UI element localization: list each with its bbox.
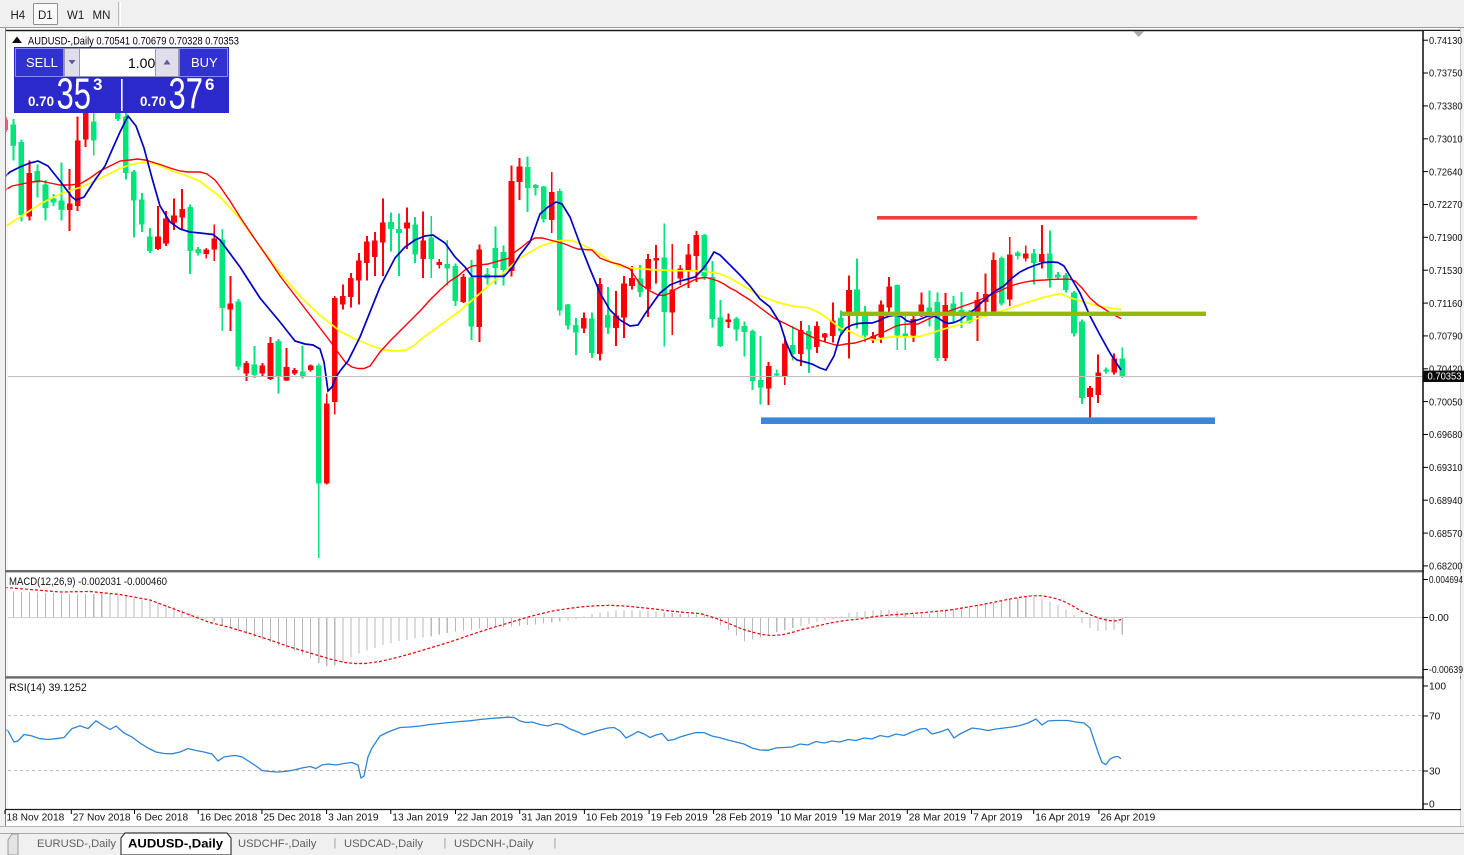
svg-text:D1: D1: [38, 10, 53, 22]
svg-text:16 Apr 2019: 16 Apr 2019: [1035, 813, 1090, 824]
svg-text:0.70050: 0.70050: [1429, 397, 1463, 408]
svg-text:19 Feb 2019: 19 Feb 2019: [651, 813, 709, 824]
svg-text:USDCHF-,Daily: USDCHF-,Daily: [238, 838, 317, 850]
svg-text:28 Mar 2019: 28 Mar 2019: [909, 813, 967, 824]
svg-text:0.73380: 0.73380: [1429, 102, 1463, 113]
svg-text:16 Dec 2018: 16 Dec 2018: [200, 813, 258, 824]
svg-text:EURUSD-,Daily: EURUSD-,Daily: [37, 838, 116, 850]
svg-text:18 Nov 2018: 18 Nov 2018: [7, 813, 65, 824]
svg-text:0.72640: 0.72640: [1429, 167, 1463, 178]
svg-text:0.71530: 0.71530: [1429, 266, 1463, 277]
svg-text:0.68200: 0.68200: [1429, 562, 1463, 573]
svg-text:MACD(12,26,9) -0.002031 -0.000: MACD(12,26,9) -0.002031 -0.000460: [9, 576, 167, 588]
svg-text:26 Apr 2019: 26 Apr 2019: [1100, 813, 1155, 824]
svg-text:MN: MN: [93, 10, 111, 22]
svg-text:27 Nov 2018: 27 Nov 2018: [73, 813, 131, 824]
svg-text:H4: H4: [11, 10, 26, 22]
svg-text:|: |: [554, 837, 557, 849]
svg-text:25 Dec 2018: 25 Dec 2018: [263, 813, 321, 824]
svg-text:37: 37: [169, 70, 204, 119]
svg-text:|: |: [334, 837, 337, 849]
svg-text:0.70420: 0.70420: [1429, 365, 1463, 376]
svg-text:0.70790: 0.70790: [1429, 332, 1463, 343]
svg-text:USDCAD-,Daily: USDCAD-,Daily: [344, 838, 423, 850]
svg-text:0.00: 0.00: [1429, 613, 1449, 624]
svg-text:0.69310: 0.69310: [1429, 463, 1463, 474]
svg-text:0.68570: 0.68570: [1429, 529, 1463, 540]
svg-text:0.71900: 0.71900: [1429, 233, 1463, 244]
svg-text:0.73750: 0.73750: [1429, 69, 1463, 80]
svg-text:30: 30: [1429, 767, 1441, 778]
svg-text:0.70: 0.70: [28, 93, 54, 109]
svg-text:70: 70: [1429, 712, 1441, 723]
svg-text:31 Jan 2019: 31 Jan 2019: [521, 813, 577, 824]
svg-text:RSI(14) 39.1252: RSI(14) 39.1252: [9, 682, 87, 694]
svg-text:19 Mar 2019: 19 Mar 2019: [844, 813, 902, 824]
svg-text:0.74130: 0.74130: [1429, 36, 1463, 47]
svg-text:13 Jan 2019: 13 Jan 2019: [392, 813, 448, 824]
svg-text:AUDUSD-,Daily: AUDUSD-,Daily: [128, 837, 223, 851]
svg-text:-0.00639: -0.00639: [1429, 665, 1463, 676]
svg-text:W1: W1: [67, 10, 84, 22]
svg-text:AUDUSD-,Daily 0.70541 0.70679: AUDUSD-,Daily 0.70541 0.70679 0.70328 0.…: [28, 36, 239, 48]
svg-text:100: 100: [1429, 682, 1446, 693]
svg-text:0.68940: 0.68940: [1429, 496, 1463, 507]
svg-text:0.69680: 0.69680: [1429, 430, 1463, 441]
svg-text:6: 6: [205, 75, 214, 94]
svg-text:3 Jan 2019: 3 Jan 2019: [328, 813, 379, 824]
svg-text:|: |: [444, 837, 447, 849]
svg-text:0.71160: 0.71160: [1429, 299, 1463, 310]
svg-text:BUY: BUY: [191, 55, 218, 70]
svg-text:7 Apr 2019: 7 Apr 2019: [973, 813, 1023, 824]
svg-text:10 Feb 2019: 10 Feb 2019: [586, 813, 644, 824]
svg-text:10 Mar 2019: 10 Mar 2019: [780, 813, 838, 824]
svg-text:0.72270: 0.72270: [1429, 200, 1463, 211]
svg-text:USDCNH-,Daily: USDCNH-,Daily: [454, 838, 534, 850]
svg-text:1.00: 1.00: [128, 55, 155, 71]
svg-text:0.70353: 0.70353: [1428, 372, 1462, 383]
svg-text:6 Dec 2018: 6 Dec 2018: [136, 813, 188, 824]
svg-text:3: 3: [93, 75, 102, 94]
svg-text:35: 35: [57, 70, 92, 119]
svg-text:0: 0: [1429, 800, 1435, 811]
svg-text:SELL: SELL: [26, 55, 58, 70]
svg-text:0.70: 0.70: [140, 93, 166, 109]
svg-text:0.73010: 0.73010: [1429, 135, 1463, 146]
svg-text:22 Jan 2019: 22 Jan 2019: [457, 813, 513, 824]
svg-text:28 Feb 2019: 28 Feb 2019: [715, 813, 773, 824]
svg-text:0.004694: 0.004694: [1429, 575, 1463, 586]
